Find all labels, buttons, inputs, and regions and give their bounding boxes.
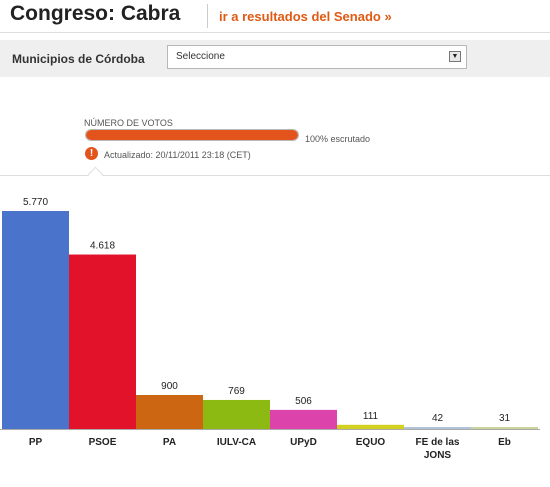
- value-label-1: 4.618: [90, 241, 115, 252]
- municipality-select[interactable]: Seleccione ▼: [167, 45, 467, 69]
- tick-label-2-line-0: PA: [163, 437, 176, 448]
- tick-label-0: PP: [29, 437, 43, 448]
- value-label-7: 31: [499, 413, 511, 424]
- tick-label-3: IULV-CA: [217, 437, 256, 448]
- bar-2: [136, 394, 203, 429]
- tick-label-2: PA: [163, 437, 176, 448]
- tick-label-1-line-0: PSOE: [89, 437, 117, 448]
- tick-label-4-line-0: UPyD: [290, 437, 317, 448]
- tick-label-3-line-0: IULV-CA: [217, 437, 256, 448]
- title-divider: [207, 4, 208, 28]
- value-label-0: 5.770: [23, 197, 48, 208]
- update-timestamp: Actualizado: 20/11/2011 23:18 (CET): [104, 150, 251, 160]
- tick-label-0-line-0: PP: [29, 437, 43, 448]
- tick-label-6-line-1: JONS: [424, 450, 452, 461]
- tick-label-7-line-0: Eb: [498, 437, 511, 448]
- bar-5: [337, 424, 404, 429]
- bar-4: [270, 409, 337, 429]
- value-label-3: 769: [228, 386, 245, 397]
- tick-label-6: FE de las JONS: [416, 437, 460, 461]
- municipality-filter-bar: Municipios de Córdoba Seleccione ▼: [0, 40, 550, 77]
- page-title: Congreso: Cabra: [10, 2, 181, 25]
- scrutiny-progress-bar: [85, 129, 299, 141]
- bar-6: [404, 427, 471, 429]
- value-label-4: 506: [295, 396, 312, 407]
- chart-top-border: [0, 175, 550, 176]
- progress-label: NÚMERO DE VOTOS: [84, 118, 173, 128]
- value-label-2: 900: [161, 381, 178, 392]
- bar-1: [69, 254, 136, 429]
- tick-label-5-line-0: EQUO: [356, 437, 386, 448]
- municipality-filter-label: Municipios de Córdoba: [12, 52, 145, 66]
- tick-label-4: UPyD: [290, 437, 317, 448]
- senate-results-link[interactable]: ir a resultados del Senado »: [219, 9, 392, 24]
- bar-7: [471, 427, 538, 429]
- tick-label-6-line-0: FE de las: [416, 437, 460, 448]
- tick-label-5: EQUO: [356, 437, 386, 448]
- header-bar: Congreso: Cabra ir a resultados del Sena…: [0, 0, 550, 33]
- value-label-6: 42: [432, 413, 444, 424]
- chevron-down-icon[interactable]: ▼: [449, 51, 461, 62]
- scrutiny-progress-fill: [86, 130, 298, 140]
- tick-label-1: PSOE: [89, 437, 117, 448]
- tick-label-7: Eb: [498, 437, 511, 448]
- scrutiny-percent: 100% escrutado: [305, 134, 371, 144]
- bar-0: [2, 211, 69, 429]
- municipality-select-value: Seleccione: [176, 51, 225, 62]
- bar-3: [203, 399, 270, 429]
- value-label-5: 111: [363, 411, 379, 422]
- alert-icon: !: [85, 147, 98, 160]
